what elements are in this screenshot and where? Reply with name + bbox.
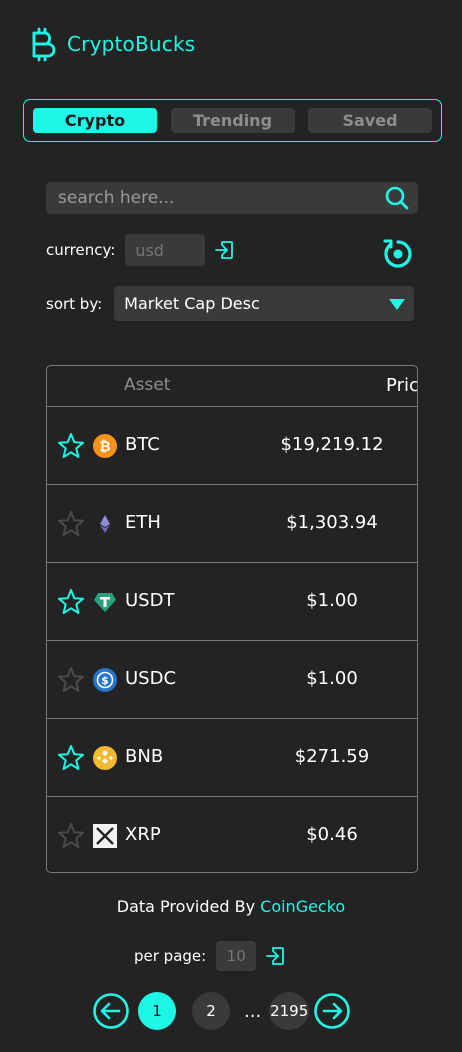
- tab-crypto[interactable]: Crypto: [33, 108, 157, 133]
- table-header: Asset Price: [47, 366, 417, 407]
- table-row[interactable]: ₿ BTC $19,219.12: [47, 407, 417, 485]
- table-row[interactable]: XRP $0.46: [47, 797, 417, 872]
- tab-trending[interactable]: Trending: [170, 108, 295, 133]
- table-row[interactable]: BNB $271.59: [47, 719, 417, 797]
- asset-column-header: Asset: [124, 375, 171, 395]
- coin-symbol: USDT: [125, 590, 175, 611]
- star-outline-icon[interactable]: [57, 510, 85, 538]
- xrp-icon: [93, 824, 117, 848]
- tab-bar: Crypto Trending Saved: [23, 99, 442, 142]
- sort-row: sort by: Market Cap Desc: [46, 286, 415, 321]
- submit-per-page-icon[interactable]: [264, 945, 286, 967]
- app-title: CryptoBucks: [67, 32, 196, 56]
- star-filled-icon[interactable]: [57, 588, 85, 616]
- submit-currency-icon[interactable]: [213, 239, 235, 261]
- coin-price: $19,219.12: [280, 434, 384, 455]
- bnb-icon: [93, 746, 117, 770]
- pagination: 1 2 ... 2195: [92, 992, 351, 1030]
- arrow-right-icon[interactable]: [313, 992, 351, 1030]
- coin-price: $271.59: [294, 746, 370, 767]
- star-filled-icon[interactable]: [57, 432, 85, 460]
- search-input[interactable]: [46, 182, 384, 214]
- star-outline-icon[interactable]: [57, 666, 85, 694]
- per-page-row: per page:: [134, 941, 286, 971]
- arrow-left-icon[interactable]: [92, 992, 130, 1030]
- usdc-icon: $: [93, 668, 117, 692]
- search-bar: [46, 182, 418, 214]
- coin-symbol: XRP: [125, 824, 161, 845]
- coin-symbol: BNB: [125, 746, 164, 767]
- coingecko-link[interactable]: CoinGecko: [260, 897, 346, 916]
- sort-select[interactable]: Market Cap Desc: [114, 286, 415, 321]
- sort-select-value: Market Cap Desc: [124, 294, 260, 313]
- page-button-1[interactable]: 1: [138, 992, 176, 1030]
- per-page-label: per page:: [134, 947, 207, 965]
- currency-label: currency:: [46, 241, 116, 259]
- bitcoin-logo-icon: [32, 27, 56, 62]
- triangle-down-icon: [389, 298, 406, 310]
- currency-input[interactable]: [125, 234, 206, 266]
- attribution-text: Data Provided By: [116, 897, 256, 916]
- per-page-input[interactable]: [216, 941, 257, 971]
- coin-price: $0.46: [306, 824, 358, 845]
- usdt-icon: [94, 593, 116, 612]
- data-attribution: Data Provided By CoinGecko: [0, 897, 462, 916]
- app-header: CryptoBucks: [30, 26, 195, 62]
- table-row[interactable]: USDT $1.00: [47, 563, 417, 641]
- coin-table: Asset Price ₿ BTC $19,219.12 ETH $1,303.…: [46, 365, 418, 873]
- coin-symbol: ETH: [125, 512, 161, 533]
- coin-price: $1.00: [306, 668, 358, 689]
- page-button-2[interactable]: 2: [192, 992, 230, 1030]
- pagination-ellipsis: ...: [244, 1000, 262, 1022]
- btc-icon: ₿: [93, 434, 117, 458]
- svg-text:₿: ₿: [99, 439, 110, 455]
- page-button-last[interactable]: 2195: [269, 992, 310, 1030]
- currency-row: currency:: [46, 234, 235, 266]
- star-outline-icon[interactable]: [57, 822, 85, 850]
- star-filled-icon[interactable]: [57, 744, 85, 772]
- search-icon[interactable]: [384, 185, 410, 211]
- coin-price: $1,303.94: [286, 512, 378, 533]
- price-column-header: Price: [386, 375, 418, 396]
- tab-saved[interactable]: Saved: [308, 108, 432, 133]
- table-row[interactable]: ETH $1,303.94: [47, 485, 417, 563]
- reset-icon[interactable]: [380, 236, 416, 272]
- coin-price: $1.00: [306, 590, 358, 611]
- svg-text:$: $: [101, 674, 109, 687]
- eth-icon: [100, 515, 110, 533]
- sort-label: sort by:: [46, 294, 103, 313]
- coin-symbol: USDC: [125, 668, 177, 689]
- table-row[interactable]: $ USDC $1.00: [47, 641, 417, 719]
- coin-symbol: BTC: [125, 434, 160, 455]
